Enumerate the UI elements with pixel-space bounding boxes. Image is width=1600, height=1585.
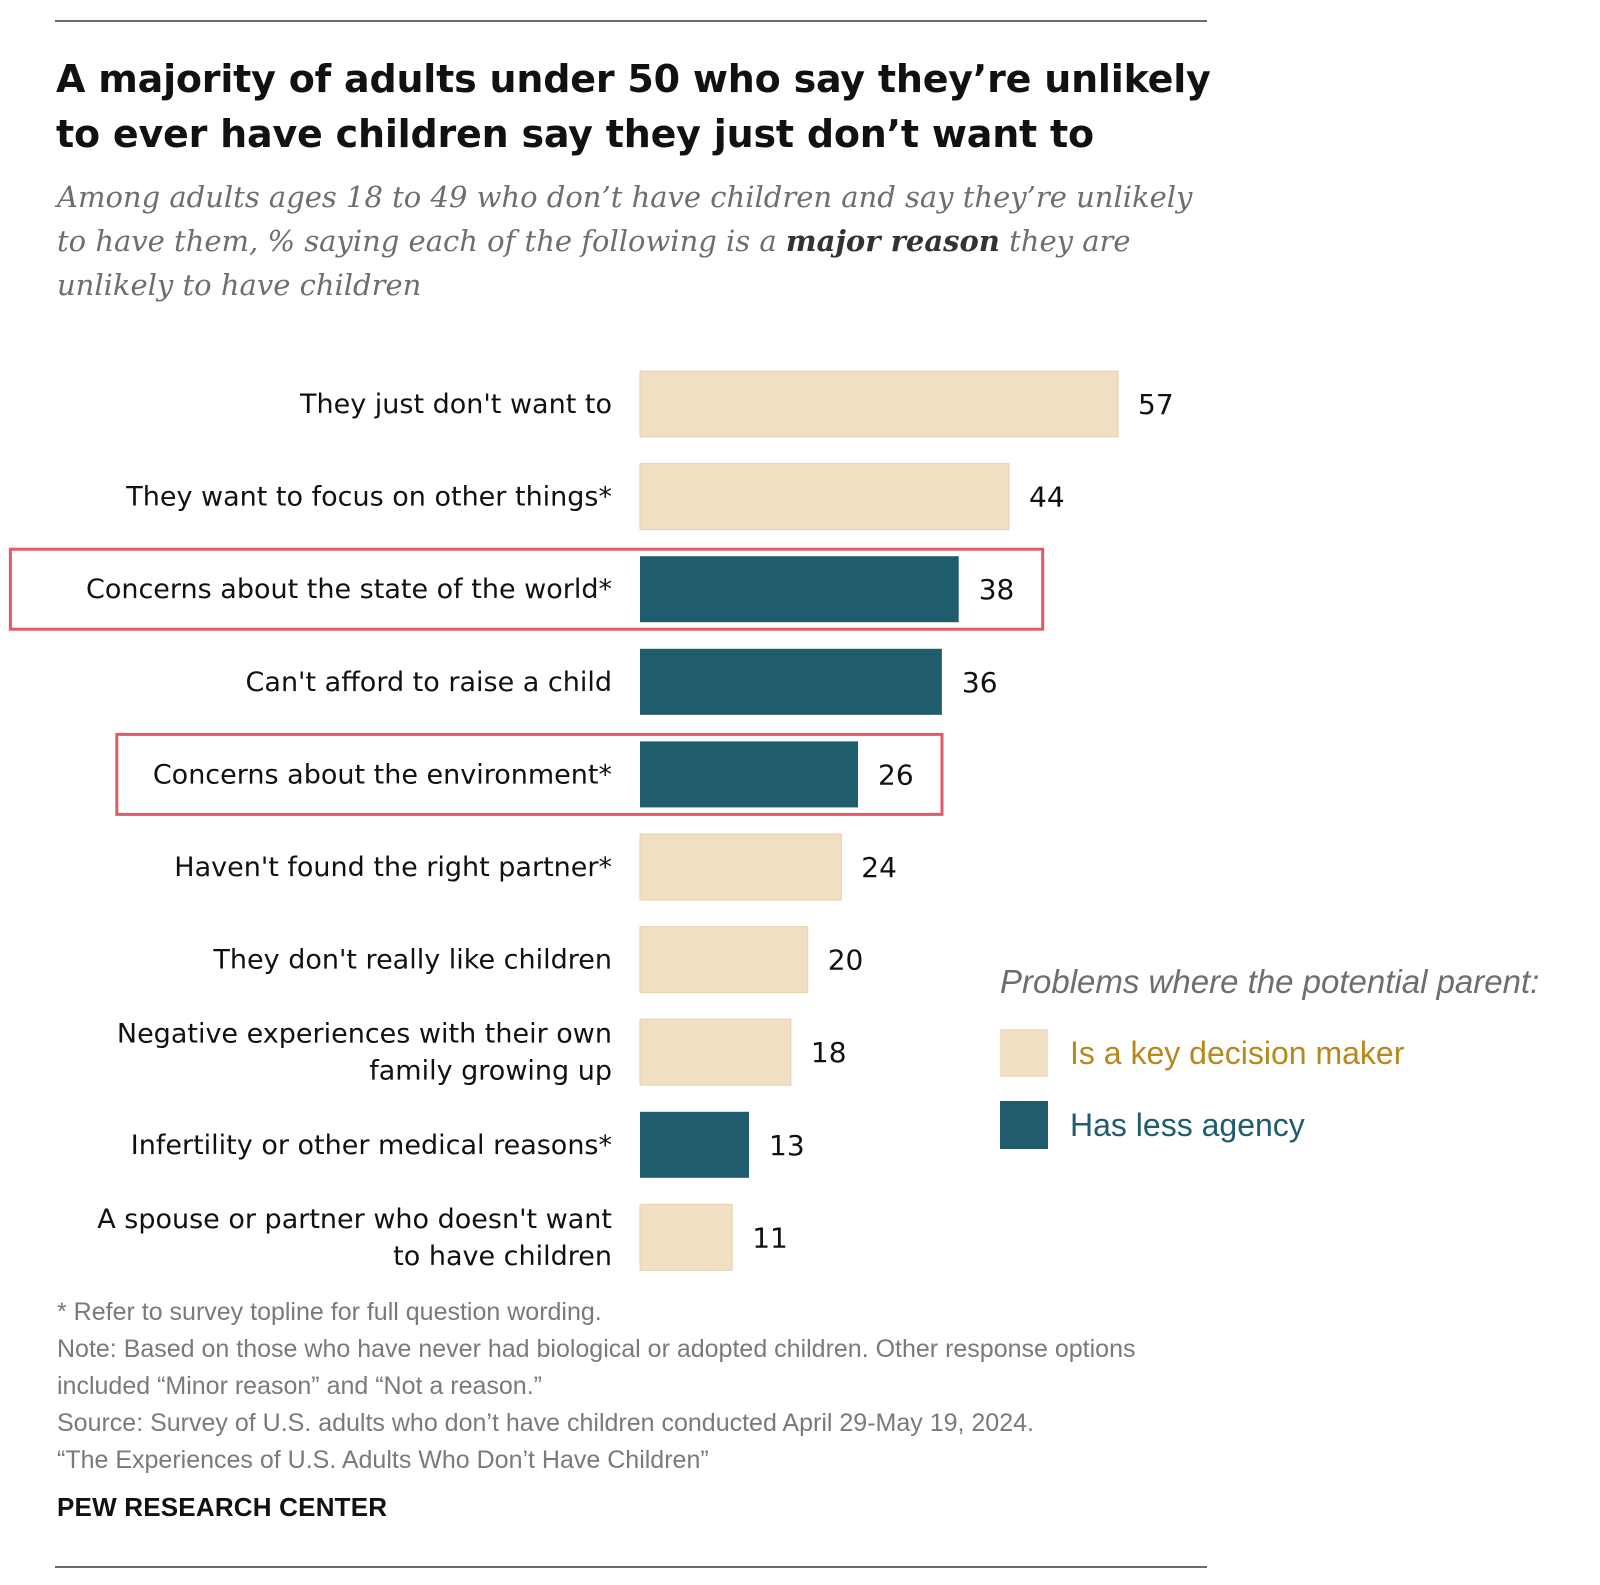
legend-label-key-decision-maker: Is a key decision maker: [1070, 1034, 1405, 1071]
source-text: Source: Survey of U.S. adults who don’t …: [57, 1409, 1034, 1437]
category-label-negative-experiences-with-their-own-family-growing-up-line-1: Negative experiences with their own: [117, 1019, 612, 1050]
category-label-they-want-to-focus-on-other-things: They want to focus on other things*: [125, 482, 612, 513]
value-label-negative-experiences-with-their-own-family-growing-up: 18: [811, 1036, 847, 1069]
subtitle-text-end: they are unlikely to have children: [57, 224, 1131, 302]
category-label-concerns-about-the-environment: Concerns about the environment*: [153, 759, 612, 790]
subtitle-emphasis: major reason: [785, 224, 1000, 258]
top-rule: [55, 20, 1207, 22]
bar-they-just-don-t-want-to: [639, 370, 1119, 438]
bar-concerns-about-the-state-of-the-world: [640, 556, 959, 623]
category-label-a-spouse-or-partner-who-doesn-t-want-to-have-children-line-1: A spouse or partner who doesn't want: [97, 1204, 612, 1235]
note-text: Note: Based on those who have never had …: [57, 1335, 1136, 1400]
legend-item-less-agency: Has less agency: [1000, 1101, 1305, 1149]
legend-swatch-key-decision-maker: [1000, 1029, 1048, 1077]
category-label-a-spouse-or-partner-who-doesn-t-want-to-have-children-line-2: to have children: [393, 1241, 612, 1272]
bar-can-t-afford-to-raise-a-child: [640, 648, 942, 715]
category-label-they-just-don-t-want-to: They just don't want to: [299, 389, 612, 420]
value-label-a-spouse-or-partner-who-doesn-t-want-to-have-children: 11: [752, 1221, 788, 1254]
chart-title: A majority of adults under 50 who say th…: [56, 57, 1211, 156]
report-title: “The Experiences of U.S. Adults Who Don’…: [57, 1446, 709, 1474]
subtitle-text: Among adults ages 18 to 49 who don’t hav…: [57, 180, 1193, 258]
value-label-can-t-afford-to-raise-a-child: 36: [962, 666, 998, 699]
bar-infertility-or-other-medical-reasons: [640, 1111, 749, 1178]
chart-subtitle: Among adults ages 18 to 49 who don’t hav…: [57, 175, 1207, 307]
value-label-infertility-or-other-medical-reasons: 13: [769, 1129, 805, 1162]
chart-notes: * Refer to survey topline for full quest…: [57, 1294, 1217, 1479]
legend-item-key-decision-maker: Is a key decision maker: [1000, 1029, 1404, 1077]
value-label-concerns-about-the-environment: 26: [878, 758, 914, 791]
category-label-can-t-afford-to-raise-a-child: Can't afford to raise a child: [246, 667, 612, 698]
category-label-infertility-or-other-medical-reasons: Infertility or other medical reasons*: [131, 1130, 612, 1161]
footnote: * Refer to survey topline for full quest…: [57, 1298, 602, 1326]
value-label-they-don-t-really-like-children: 20: [828, 944, 864, 977]
bar-concerns-about-the-environment: [640, 741, 858, 808]
value-label-concerns-about-the-state-of-the-world: 38: [979, 573, 1015, 606]
category-label-concerns-about-the-state-of-the-world: Concerns about the state of the world*: [86, 574, 612, 605]
category-label-they-don-t-really-like-children: They don't really like children: [212, 945, 612, 976]
value-label-they-want-to-focus-on-other-things: 44: [1029, 481, 1065, 514]
legend-label-less-agency: Has less agency: [1070, 1106, 1305, 1143]
category-label-haven-t-found-the-right-partner: Haven't found the right partner*: [174, 852, 612, 883]
brand-logo-text: PEW RESEARCH CENTER: [57, 1492, 388, 1522]
legend-swatch-less-agency: [1000, 1101, 1048, 1149]
value-label-they-just-don-t-want-to: 57: [1138, 388, 1174, 421]
bar-they-don-t-really-like-children: [639, 926, 809, 994]
bar-negative-experiences-with-their-own-family-growing-up: [639, 1018, 792, 1086]
bar-haven-t-found-the-right-partner: [639, 833, 842, 901]
category-label-negative-experiences-with-their-own-family-growing-up-line-2: family growing up: [369, 1056, 612, 1087]
highlight-box-concerns-about-the-state-of-the-world: [8, 547, 1045, 631]
bottom-rule: [55, 1566, 1207, 1568]
legend-title: Problems where the potential parent:: [1000, 963, 1540, 1000]
bar-they-want-to-focus-on-other-things: [639, 463, 1010, 531]
highlight-box-concerns-about-the-environment: [115, 732, 944, 816]
bar-a-spouse-or-partner-who-doesn-t-want-to-have-children: [639, 1203, 733, 1271]
value-label-haven-t-found-the-right-partner: 24: [861, 851, 897, 884]
